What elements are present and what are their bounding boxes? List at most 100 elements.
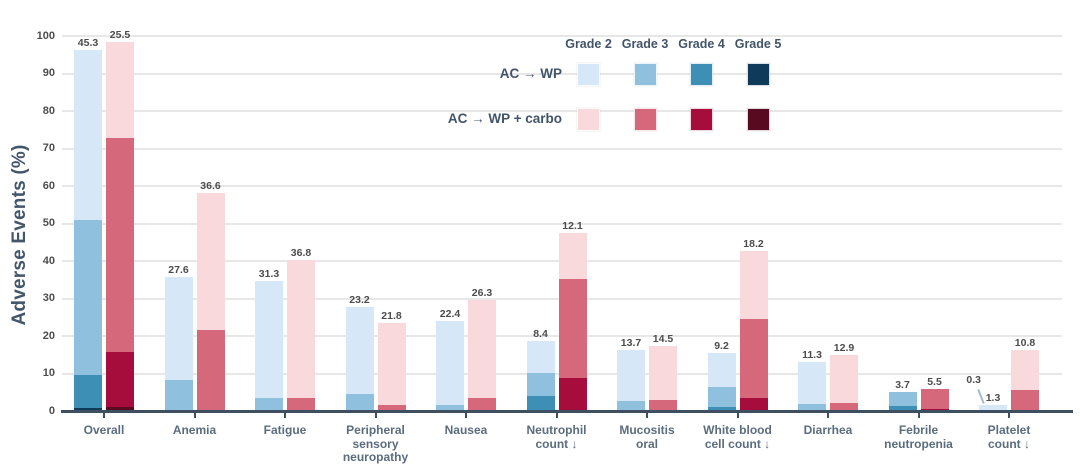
category-label: Platelet count ↓	[987, 423, 1031, 451]
bar-segment	[617, 349, 645, 402]
gridline	[62, 185, 1062, 187]
gridline	[62, 72, 1062, 75]
legend-arm-label: AC → WP + carbo	[447, 111, 562, 126]
category-label: Diarrhea	[803, 423, 853, 437]
category-label: Neutrophil count ↓	[526, 423, 587, 451]
y-tick-label: 60	[42, 179, 55, 192]
bar-segment	[74, 374, 102, 408]
bar-segment	[74, 408, 102, 411]
bar-segment	[798, 404, 826, 411]
bar-segment	[377, 405, 406, 411]
bar-segment	[739, 250, 768, 320]
x-tick	[827, 413, 829, 418]
value-label: 14.5	[652, 332, 674, 345]
legend-grade-header: Grade 4	[678, 37, 725, 51]
bar-segment	[558, 233, 587, 279]
legend-swatch	[577, 108, 600, 131]
x-tick	[284, 413, 286, 418]
x-tick	[917, 413, 920, 418]
value-label: 22.4	[439, 308, 461, 320]
bar-segment	[739, 319, 768, 399]
bar-segment	[526, 341, 555, 373]
bar-segment	[164, 276, 193, 381]
legend-grade-header: Grade 5	[734, 37, 782, 51]
y-tick-label: 40	[42, 254, 55, 267]
bar-segment	[345, 394, 374, 411]
bar-segment	[106, 351, 134, 407]
value-label: 5.5	[927, 375, 942, 388]
bar-segment	[526, 396, 555, 411]
bar-segment	[468, 299, 496, 399]
bar-segment	[106, 137, 134, 352]
bar-segment	[468, 398, 496, 411]
bar-segment	[526, 372, 555, 397]
bar-segment	[739, 398, 768, 411]
value-label: 11.3	[802, 348, 822, 361]
category-label: Peripheral sensory neuropathy	[342, 423, 409, 464]
value-label: 36.6	[200, 179, 221, 192]
gridline	[62, 110, 1062, 112]
value-label: 1.3	[985, 392, 1001, 404]
bar-segment	[255, 280, 283, 399]
x-tick	[103, 413, 105, 418]
value-label: 25.5	[109, 29, 131, 41]
value-label: 0.3	[966, 374, 981, 386]
bar-segment	[1011, 349, 1039, 391]
bar-segment	[888, 406, 917, 411]
x-tick	[465, 413, 467, 418]
bar-segment	[287, 260, 315, 399]
category-label: Nausea	[444, 423, 488, 437]
value-label: 8.4	[533, 328, 548, 341]
x-tick	[646, 413, 648, 418]
x-tick	[193, 413, 196, 418]
value-label: 10.8	[1014, 336, 1036, 349]
bar-segment	[74, 49, 102, 220]
bar-segment	[345, 307, 374, 395]
bar-segment	[649, 400, 677, 411]
gridline	[62, 35, 1062, 37]
bar-segment	[920, 388, 949, 410]
value-label: 9.2	[714, 339, 729, 352]
legend-swatch	[746, 108, 770, 131]
x-tick	[1008, 413, 1010, 418]
legend-grade-header: Grade 2	[565, 37, 612, 51]
value-label: 23.2	[349, 294, 370, 307]
legend-swatch	[746, 63, 770, 86]
bar-segment	[707, 406, 736, 411]
legend-arm-label: AC → WP	[499, 66, 562, 81]
value-label: 21.8	[381, 310, 402, 323]
value-label: 26.3	[471, 286, 493, 299]
x-axis-line	[61, 410, 1073, 413]
value-label: 36.8	[290, 247, 312, 260]
y-tick-label: 10	[42, 367, 55, 379]
value-label: 13.7	[620, 336, 642, 349]
y-tick-label: 0	[48, 404, 55, 417]
value-label: 27.6	[168, 263, 189, 276]
bar-segment	[106, 406, 134, 411]
value-label: 12.1	[562, 220, 583, 233]
x-tick	[555, 413, 558, 418]
bar-segment	[649, 345, 677, 401]
bar-segment	[830, 354, 858, 404]
category-label: Fatigue	[263, 423, 307, 437]
value-label: 3.7	[895, 379, 910, 392]
bar-segment	[196, 192, 225, 330]
bar-segment	[377, 323, 406, 405]
y-tick-label: 90	[42, 67, 55, 79]
value-label: 31.3	[258, 267, 280, 280]
gridline	[62, 222, 1062, 225]
category-label: White blood cell count ↓	[703, 423, 772, 451]
bar-segment	[558, 278, 587, 379]
bar-segment	[1011, 390, 1039, 411]
category-label: Febrile neutropenia	[884, 423, 953, 451]
y-tick-label: 50	[42, 217, 55, 229]
y-tick-label: 80	[42, 104, 55, 117]
category-label: Overall	[83, 423, 125, 437]
x-tick	[736, 413, 739, 418]
value-label: 45.3	[77, 36, 99, 49]
bar-segment	[255, 398, 283, 411]
bar-segment	[558, 378, 587, 411]
bar-segment	[196, 330, 225, 411]
y-tick-label: 30	[42, 292, 55, 304]
